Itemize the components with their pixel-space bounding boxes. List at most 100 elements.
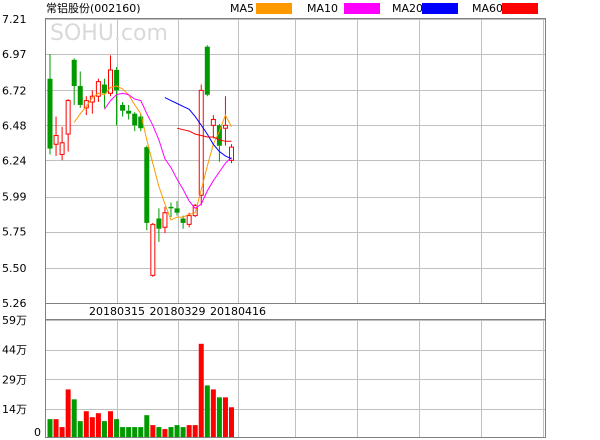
candle-body [108,69,113,94]
volume-bar [156,427,162,437]
candle-body [89,95,95,103]
watermark: SOHU.com [50,21,168,46]
price-y-tick-label: 5.99 [2,191,27,204]
candle-body [65,100,71,135]
candle [198,84,204,206]
candle [168,202,174,218]
volume-bar [222,397,228,437]
volume-bar [132,427,138,437]
volume-bar [198,343,204,437]
candle-body [71,59,77,86]
legend-label-ma20: MA20 [392,2,423,15]
candle [47,53,53,155]
date-tick-label: 20180416 [210,305,266,318]
ma-line-ma60 [176,127,232,142]
candle-body [150,223,156,276]
candle [59,126,65,161]
candlesticks [47,45,234,277]
candle-body [120,104,126,111]
volume-bar [65,389,71,437]
candle [150,222,156,277]
chart-title: 常铝股份(002160) [46,1,141,15]
volume-bar [229,407,234,437]
price-y-tick-label: 6.72 [2,84,27,97]
candle [174,201,180,216]
price-gridlines [46,19,545,304]
legend-swatch-ma60 [502,3,538,14]
legend: MA5 MA10 MA20 MA60 [230,2,538,15]
volume-y-tick-label: 29万 [2,373,27,386]
candle [216,123,222,162]
volume-bar [126,427,132,437]
candle-body [216,125,222,146]
candle [95,78,101,103]
candle-body [229,146,234,161]
candle-body [101,84,107,94]
candle [126,104,132,120]
volume-bar [162,429,168,437]
legend-label-ma60: MA60 [472,2,503,15]
candle-body [132,113,138,126]
candle [89,90,95,114]
price-y-tick-label: 5.50 [2,262,27,275]
candle-body [156,218,162,229]
volume-bar [114,419,120,437]
moving-average-lines [73,85,232,221]
price-y-tick-label: 6.97 [2,48,27,61]
volume-bar [53,419,59,437]
candle-body [95,81,101,97]
candle-body [192,204,198,217]
date-tick-label: 20180329 [150,305,206,318]
date-tick-labels: 20180315 20180329 20180416 [89,305,266,318]
candle-body [138,116,144,129]
candle-body [168,206,174,209]
volume-panel-frame [45,319,546,438]
volume-bar [168,427,174,437]
candle-body [114,69,120,91]
candle [101,78,107,108]
volume-bar [89,417,95,437]
volume-bar [150,425,156,437]
volume-y-tick-label: 14万 [2,403,27,416]
volume-bar [180,427,186,437]
volume-bar [216,397,222,437]
volume-y-tick-label: 59万 [2,314,27,327]
candle [132,112,138,132]
volume-bar [174,425,180,437]
candle-body [186,215,192,225]
volume-bars [47,343,234,437]
volume-bar [83,411,89,437]
candle [210,115,216,139]
candle-body [180,218,186,223]
candle-body [198,89,204,196]
volume-bar [59,427,65,437]
candle [108,55,113,97]
candle-body [77,85,83,105]
candle [65,99,71,152]
candle [204,45,210,97]
volume-bar [108,411,113,437]
price-y-tick-label: 6.24 [2,154,27,167]
volume-bar [192,425,198,437]
candle-body [126,110,132,114]
price-y-tick-label: 5.75 [2,226,27,239]
price-y-tick-labels: 7.21 6.97 6.72 6.48 6.24 5.99 5.75 5.50 5.26 [2,13,27,310]
candle [114,67,120,126]
candle-body [222,124,228,129]
candle [71,58,77,105]
candle-body [204,46,210,95]
volume-bar [101,421,107,437]
legend-swatch-ma5 [256,3,292,14]
candle [229,144,234,164]
volume-y-tick-labels: 59万 44万 29万 14万 0 [2,314,41,439]
price-y-tick-label: 6.48 [2,119,27,132]
candle [120,102,126,117]
legend-label-ma5: MA5 [230,2,254,15]
candle-body [162,212,168,228]
volume-bar [138,427,144,437]
ma-line-ma5 [73,85,232,221]
candle [77,71,83,108]
candle-body [144,147,150,223]
volume-bar [186,425,192,437]
